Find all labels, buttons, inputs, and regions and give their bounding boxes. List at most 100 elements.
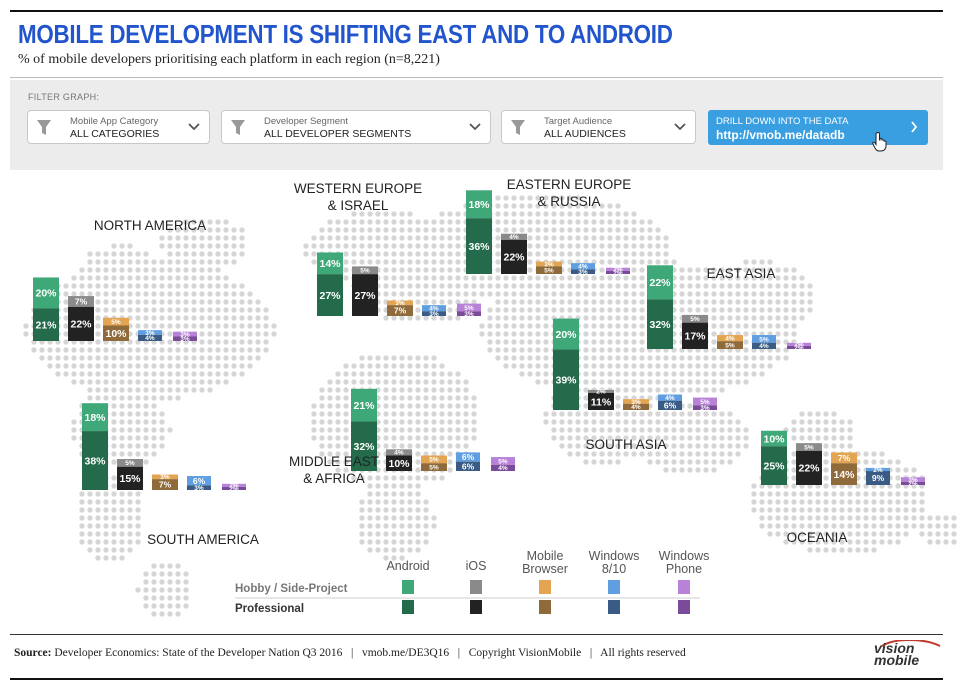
filter-app-category[interactable]: Mobile App Category ALL CATEGORIES (27, 110, 210, 144)
map-dot (695, 371, 701, 377)
map-dot (567, 195, 573, 201)
map-dot (231, 307, 237, 313)
map-dot (839, 515, 845, 521)
map-dot (87, 267, 93, 273)
map-dot (551, 427, 557, 433)
map-dot (767, 307, 773, 313)
chevron-right-icon (911, 121, 918, 133)
map-dot (159, 243, 165, 249)
map-dot (143, 411, 149, 417)
map-dot (151, 315, 157, 321)
data-label: 39% (555, 375, 577, 387)
map-dot (767, 291, 773, 297)
map-dot (95, 323, 101, 329)
data-label: 5% (759, 336, 769, 343)
map-dot (607, 339, 613, 345)
map-dot (495, 275, 501, 281)
map-dot (359, 379, 365, 385)
map-dot (839, 523, 845, 529)
map-dot (415, 451, 421, 457)
map-dot (103, 515, 109, 521)
map-dot (511, 355, 517, 361)
map-dot (447, 395, 453, 401)
map-dot (607, 315, 613, 321)
data-label: 2% (873, 467, 883, 474)
map-dot (207, 227, 213, 233)
map-dot (687, 307, 693, 313)
map-dot (783, 523, 789, 529)
map-dot (111, 435, 117, 441)
map-dot (359, 355, 365, 361)
map-dot (103, 523, 109, 529)
map-dot (111, 523, 117, 529)
map-dot (703, 459, 709, 465)
map-dot (399, 251, 405, 257)
map-dot (495, 307, 501, 313)
map-dot (431, 475, 437, 481)
map-dot (543, 195, 549, 201)
map-dot (807, 411, 813, 417)
map-dot (695, 387, 701, 393)
map-dot (71, 347, 77, 353)
map-dot (119, 531, 125, 537)
map-dot (239, 235, 245, 241)
map-dot (383, 371, 389, 377)
map-dot (335, 395, 341, 401)
map-dot (719, 459, 725, 465)
map-dot (447, 267, 453, 273)
map-dot (743, 283, 749, 289)
map-dot (479, 323, 485, 329)
map-dot (239, 339, 245, 345)
region-group: 18%36%4%22%3%5%4%3% 2%2%EASTERN EUROPE& R… (466, 177, 631, 277)
map-dot (543, 291, 549, 297)
map-dot (623, 387, 629, 393)
drill-down-button[interactable]: DRILL DOWN INTO THE DATA http://vmob.me/… (708, 110, 928, 152)
drill-caption: DRILL DOWN INTO THE DATA (716, 116, 849, 127)
map-dot (119, 395, 125, 401)
map-dot (599, 275, 605, 281)
map-dot (359, 499, 365, 505)
map-dot (351, 243, 357, 249)
map-dot (687, 283, 693, 289)
filter-developer-segment[interactable]: Developer Segment ALL DEVELOPER SEGMENTS (221, 110, 491, 144)
map-dot (695, 411, 701, 417)
map-dot (431, 283, 437, 289)
map-dot (719, 355, 725, 361)
map-dot (175, 251, 181, 257)
map-dot (175, 395, 181, 401)
map-dot (631, 443, 637, 449)
map-dot (159, 579, 165, 585)
map-dot (431, 515, 437, 521)
map-dot (95, 523, 101, 529)
map-dot (687, 467, 693, 473)
map-dot (127, 291, 133, 297)
map-dot (807, 283, 813, 289)
map-dot (679, 451, 685, 457)
map-dot (407, 227, 413, 233)
map-dot (791, 275, 797, 281)
map-dot (735, 451, 741, 457)
map-dot (71, 275, 77, 281)
map-dot (159, 435, 165, 441)
map-dot (215, 371, 221, 377)
data-label: 5% (429, 464, 439, 471)
map-dot (631, 299, 637, 305)
map-dot (607, 323, 613, 329)
map-dot (447, 259, 453, 265)
map-dot (159, 571, 165, 577)
map-dot (119, 379, 125, 385)
map-dot (111, 395, 117, 401)
map-dot (183, 283, 189, 289)
map-dot (71, 371, 77, 377)
map-dot (183, 323, 189, 329)
map-dot (919, 531, 925, 537)
map-dot (223, 259, 229, 265)
map-dot (447, 275, 453, 281)
map-dot (455, 251, 461, 257)
map-dot (551, 275, 557, 281)
map-dot (671, 259, 677, 265)
map-dot (879, 491, 885, 497)
map-dot (447, 443, 453, 449)
filter-target-audience[interactable]: Target Audience ALL AUDIENCES (501, 110, 696, 144)
